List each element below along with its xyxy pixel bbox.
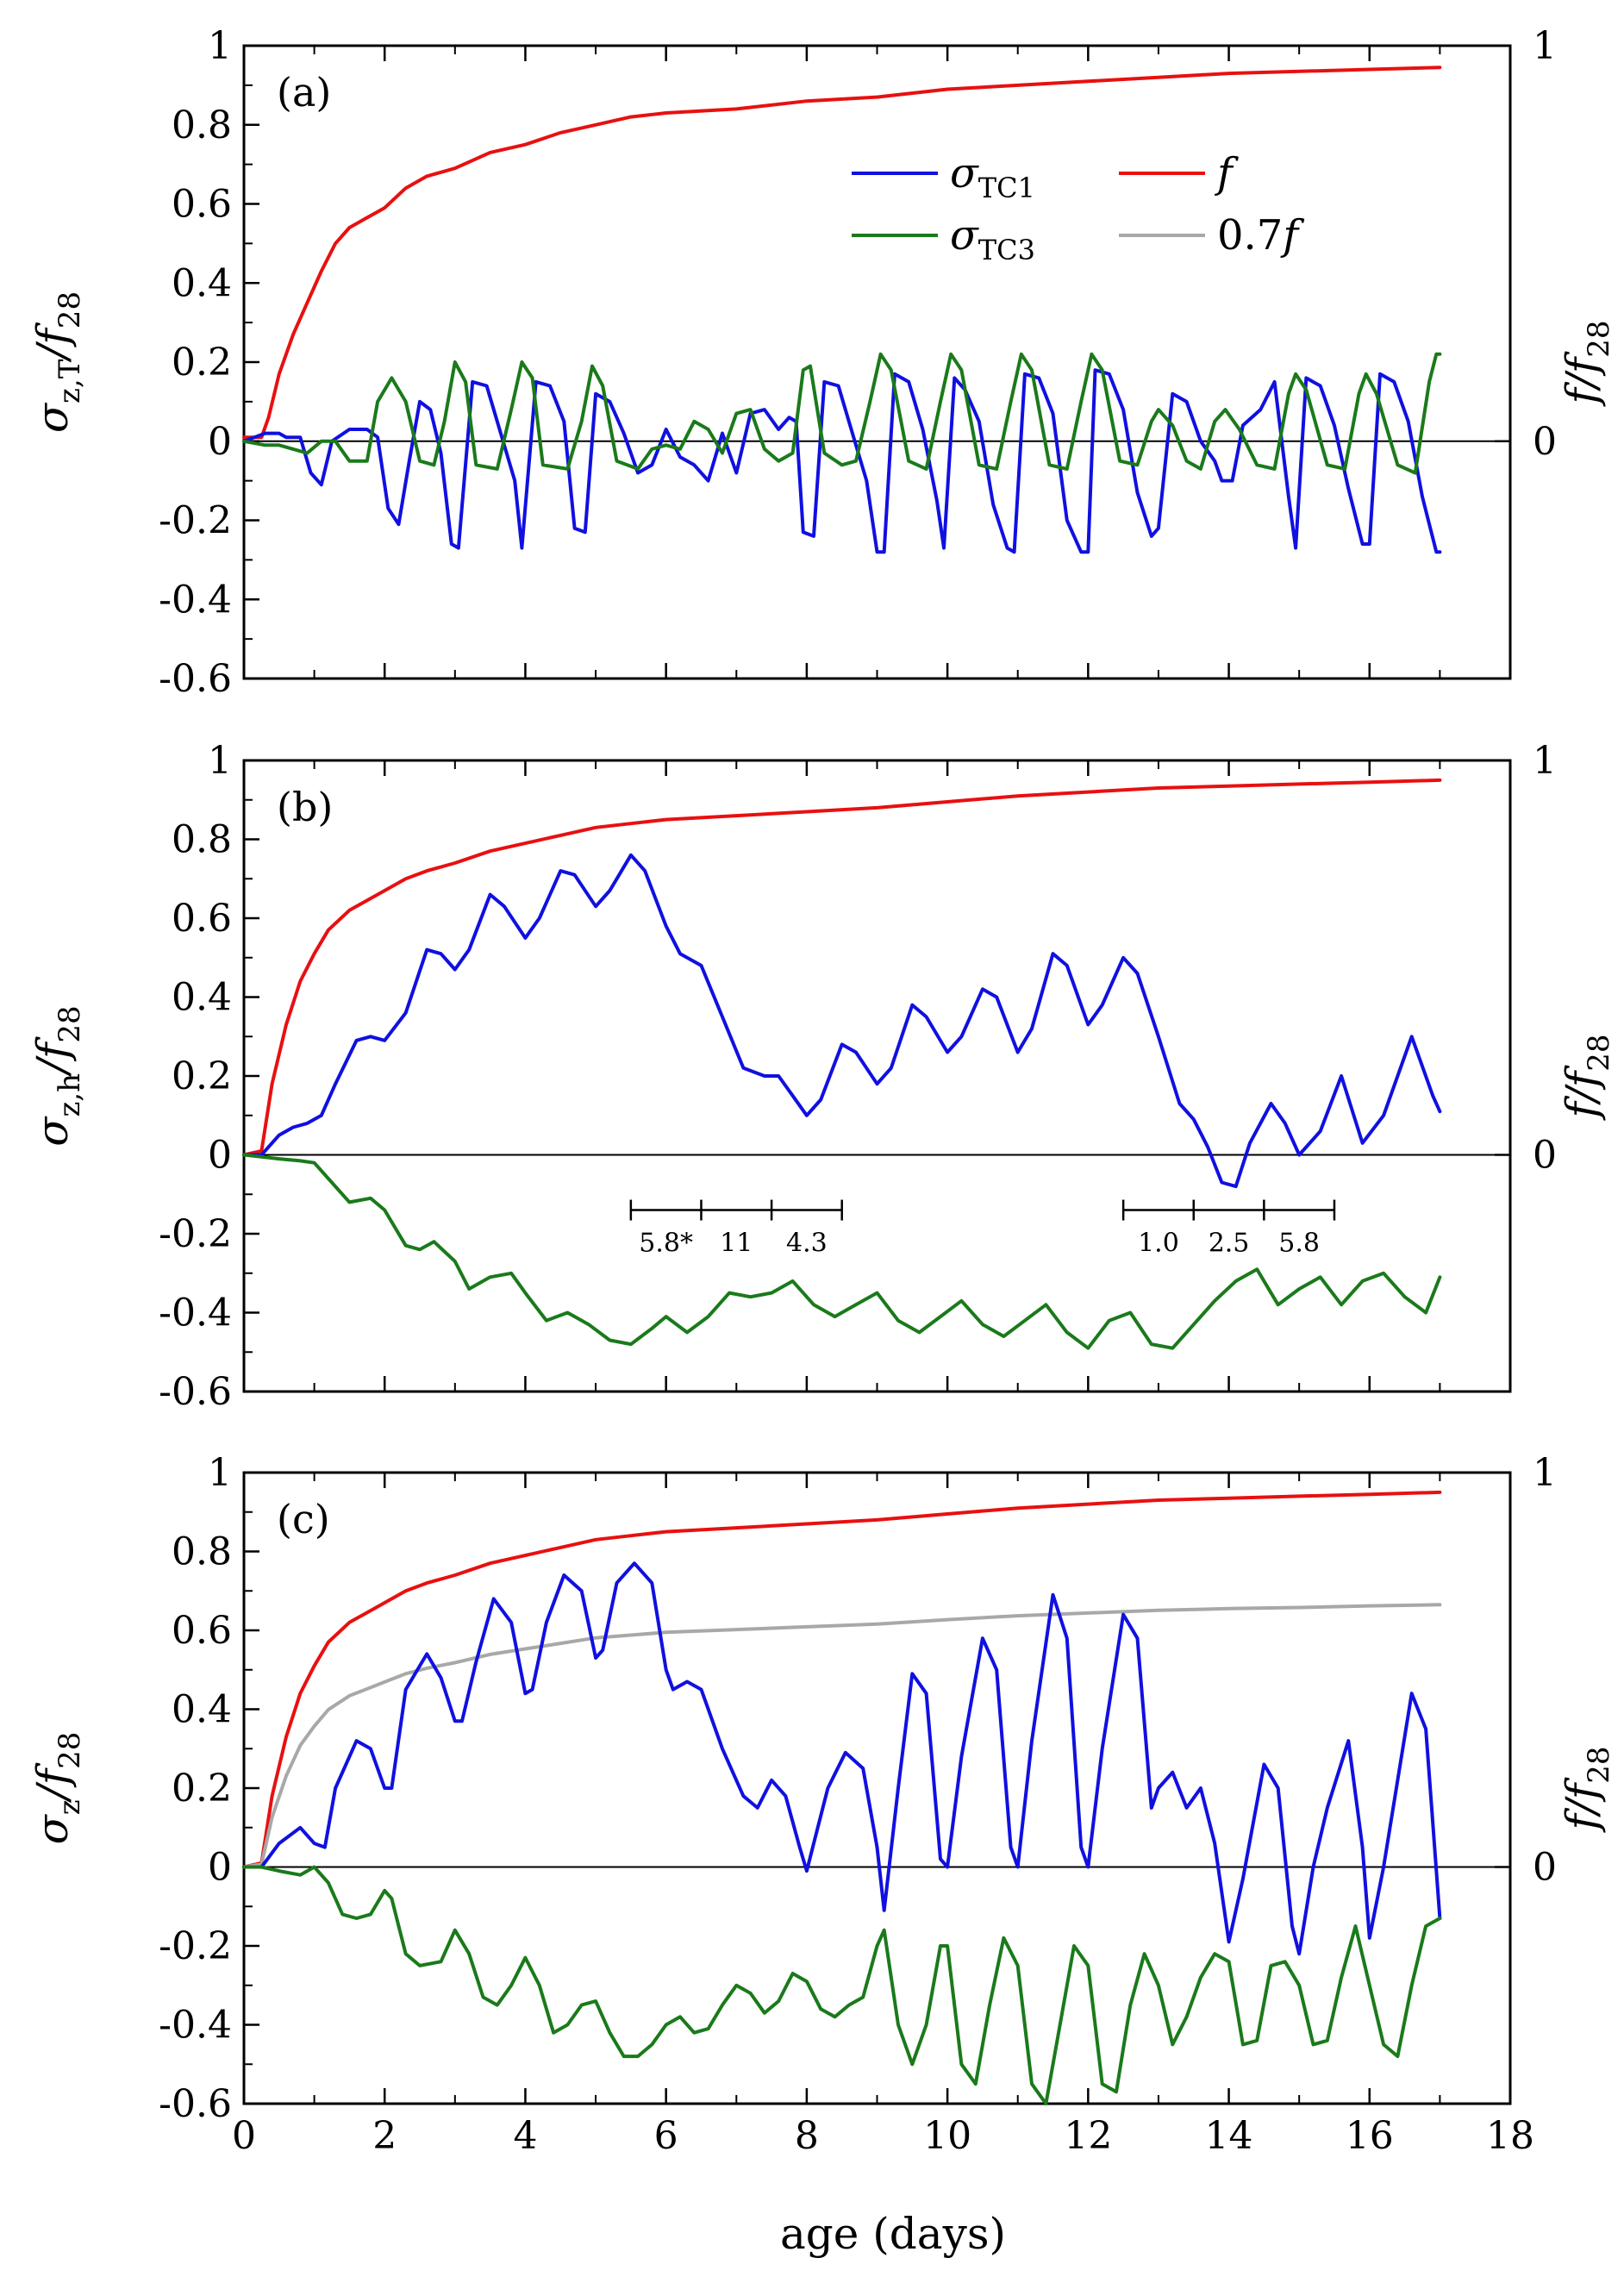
y-tick-label: 1: [208, 24, 232, 68]
y-tick-label: 0: [208, 1134, 232, 1178]
y-tick-label: 0.8: [172, 1530, 232, 1574]
period-annotation: 5.8* 11 4.3: [629, 1199, 843, 1259]
annotation-label: 2.5: [1209, 1229, 1250, 1259]
series-line-f: [242, 66, 1442, 440]
annotation-label: 11: [720, 1229, 753, 1259]
y-tick-label: 0.2: [172, 1054, 232, 1098]
x-tick-label: 0: [232, 2114, 256, 2158]
annotation-label: 5.8: [1278, 1229, 1320, 1259]
legend-label: σTC3: [950, 211, 1035, 266]
right-y-tick-label: 0: [1533, 1134, 1557, 1178]
legend-label: f: [1215, 149, 1239, 197]
y-tick-label: 0: [208, 420, 232, 464]
y-tick-label: -0.4: [159, 2004, 232, 2048]
y-tick-label: -0.6: [159, 2082, 232, 2126]
y-tick-label: 1: [208, 1451, 232, 1495]
x-axis-title: age (days): [780, 2209, 1006, 2259]
y-tick-label: 0.6: [172, 1609, 232, 1653]
y-tick-label: 0.6: [172, 897, 232, 941]
legend-item-f: f: [1119, 149, 1239, 197]
y-tick-label: 0.2: [172, 341, 232, 385]
y-tick-label: 0.2: [172, 1767, 232, 1811]
legend: σTC1 σTC3 f 0.7f: [852, 149, 1304, 266]
series-line-f: [242, 778, 1442, 1157]
x-tick-label: 4: [513, 2114, 537, 2158]
y-tick-label: -0.2: [159, 499, 232, 543]
series-line-TC3: [242, 352, 1442, 475]
right-y-axis-title: f/f28: [1557, 1746, 1616, 1833]
y-axis-title: σz,T/f28: [28, 291, 87, 433]
y-tick-label: -0.6: [159, 657, 232, 701]
y-axis-title: σz/f28: [28, 1732, 87, 1845]
panel-label: (c): [277, 1496, 330, 1542]
panel-label: (b): [277, 784, 333, 830]
right-y-tick-label: 1: [1533, 24, 1557, 68]
plot-frame: [242, 1471, 1512, 2105]
series-line-TC1: [242, 1561, 1442, 1956]
annotation-label: 5.8*: [639, 1229, 693, 1259]
y-tick-label: -0.6: [159, 1370, 232, 1414]
x-tick-label: 16: [1346, 2114, 1394, 2158]
panel-label: (a): [277, 69, 331, 116]
y-tick-label: 1: [208, 739, 232, 783]
y-tick-label: 0.4: [172, 1688, 232, 1732]
y-tick-label: -0.2: [159, 1212, 232, 1256]
series-line-TC1: [242, 853, 1442, 1189]
period-annotation: 1.0 2.5 5.8: [1121, 1199, 1336, 1259]
series-line-f: [242, 1490, 1442, 1869]
panel-b: -0.6 -0.4 -0.2 0 0.2 0.4 0.6 0.8 1 0 1 (b) σz,h/f28 f…: [28, 739, 1616, 1414]
x-tick-label: 2: [372, 2114, 397, 2158]
x-tick-label: 18: [1486, 2114, 1534, 2158]
x-tick-label: 6: [654, 2114, 678, 2158]
y-axis-title: σz,h/f28: [28, 1005, 87, 1146]
series-line-TC1: [242, 368, 1442, 554]
panel-a: -0.6 -0.4 -0.2 0 0.2 0.4 0.6 0.8 1 0 1 (a) σz,T/f28 f…: [28, 24, 1616, 701]
y-tick-label: -0.2: [159, 1924, 232, 1968]
x-tick-label: 12: [1064, 2114, 1112, 2158]
right-y-tick-label: 0: [1533, 420, 1557, 464]
right-y-tick-label: 0: [1533, 1846, 1557, 1890]
right-y-tick-label: 1: [1533, 739, 1557, 783]
legend-item-0.7f: 0.7f: [1119, 211, 1304, 260]
series-line-TC3: [242, 1865, 1442, 2105]
legend-label: 0.7f: [1217, 211, 1304, 260]
y-tick-label: 0.8: [172, 818, 232, 862]
y-tick-label: 0.4: [172, 261, 232, 305]
y-tick-label: -0.4: [159, 1292, 232, 1335]
y-tick-label: 0: [208, 1846, 232, 1890]
x-tick-label: 8: [795, 2114, 819, 2158]
series-line-0.7f: [242, 1603, 1442, 1869]
x-tick-label: 14: [1205, 2114, 1253, 2158]
legend-item-TC3: σTC3: [852, 211, 1035, 266]
legend-item-TC1: σTC1: [852, 149, 1035, 204]
annotation-label: 1.0: [1138, 1229, 1179, 1259]
plot-frame: [242, 759, 1512, 1393]
right-y-tick-label: 1: [1533, 1451, 1557, 1495]
y-tick-label: 0.6: [172, 183, 232, 227]
y-tick-label: 0.8: [172, 103, 232, 147]
annotation-label: 4.3: [786, 1229, 828, 1259]
right-y-axis-title: f/f28: [1557, 1034, 1616, 1121]
x-tick-label: 10: [923, 2114, 971, 2158]
series-line-TC3: [242, 1153, 1442, 1350]
right-y-axis-title: f/f28: [1557, 320, 1616, 407]
legend-label: σTC1: [950, 149, 1035, 204]
y-tick-label: -0.4: [159, 578, 232, 622]
y-tick-label: 0.4: [172, 976, 232, 1020]
